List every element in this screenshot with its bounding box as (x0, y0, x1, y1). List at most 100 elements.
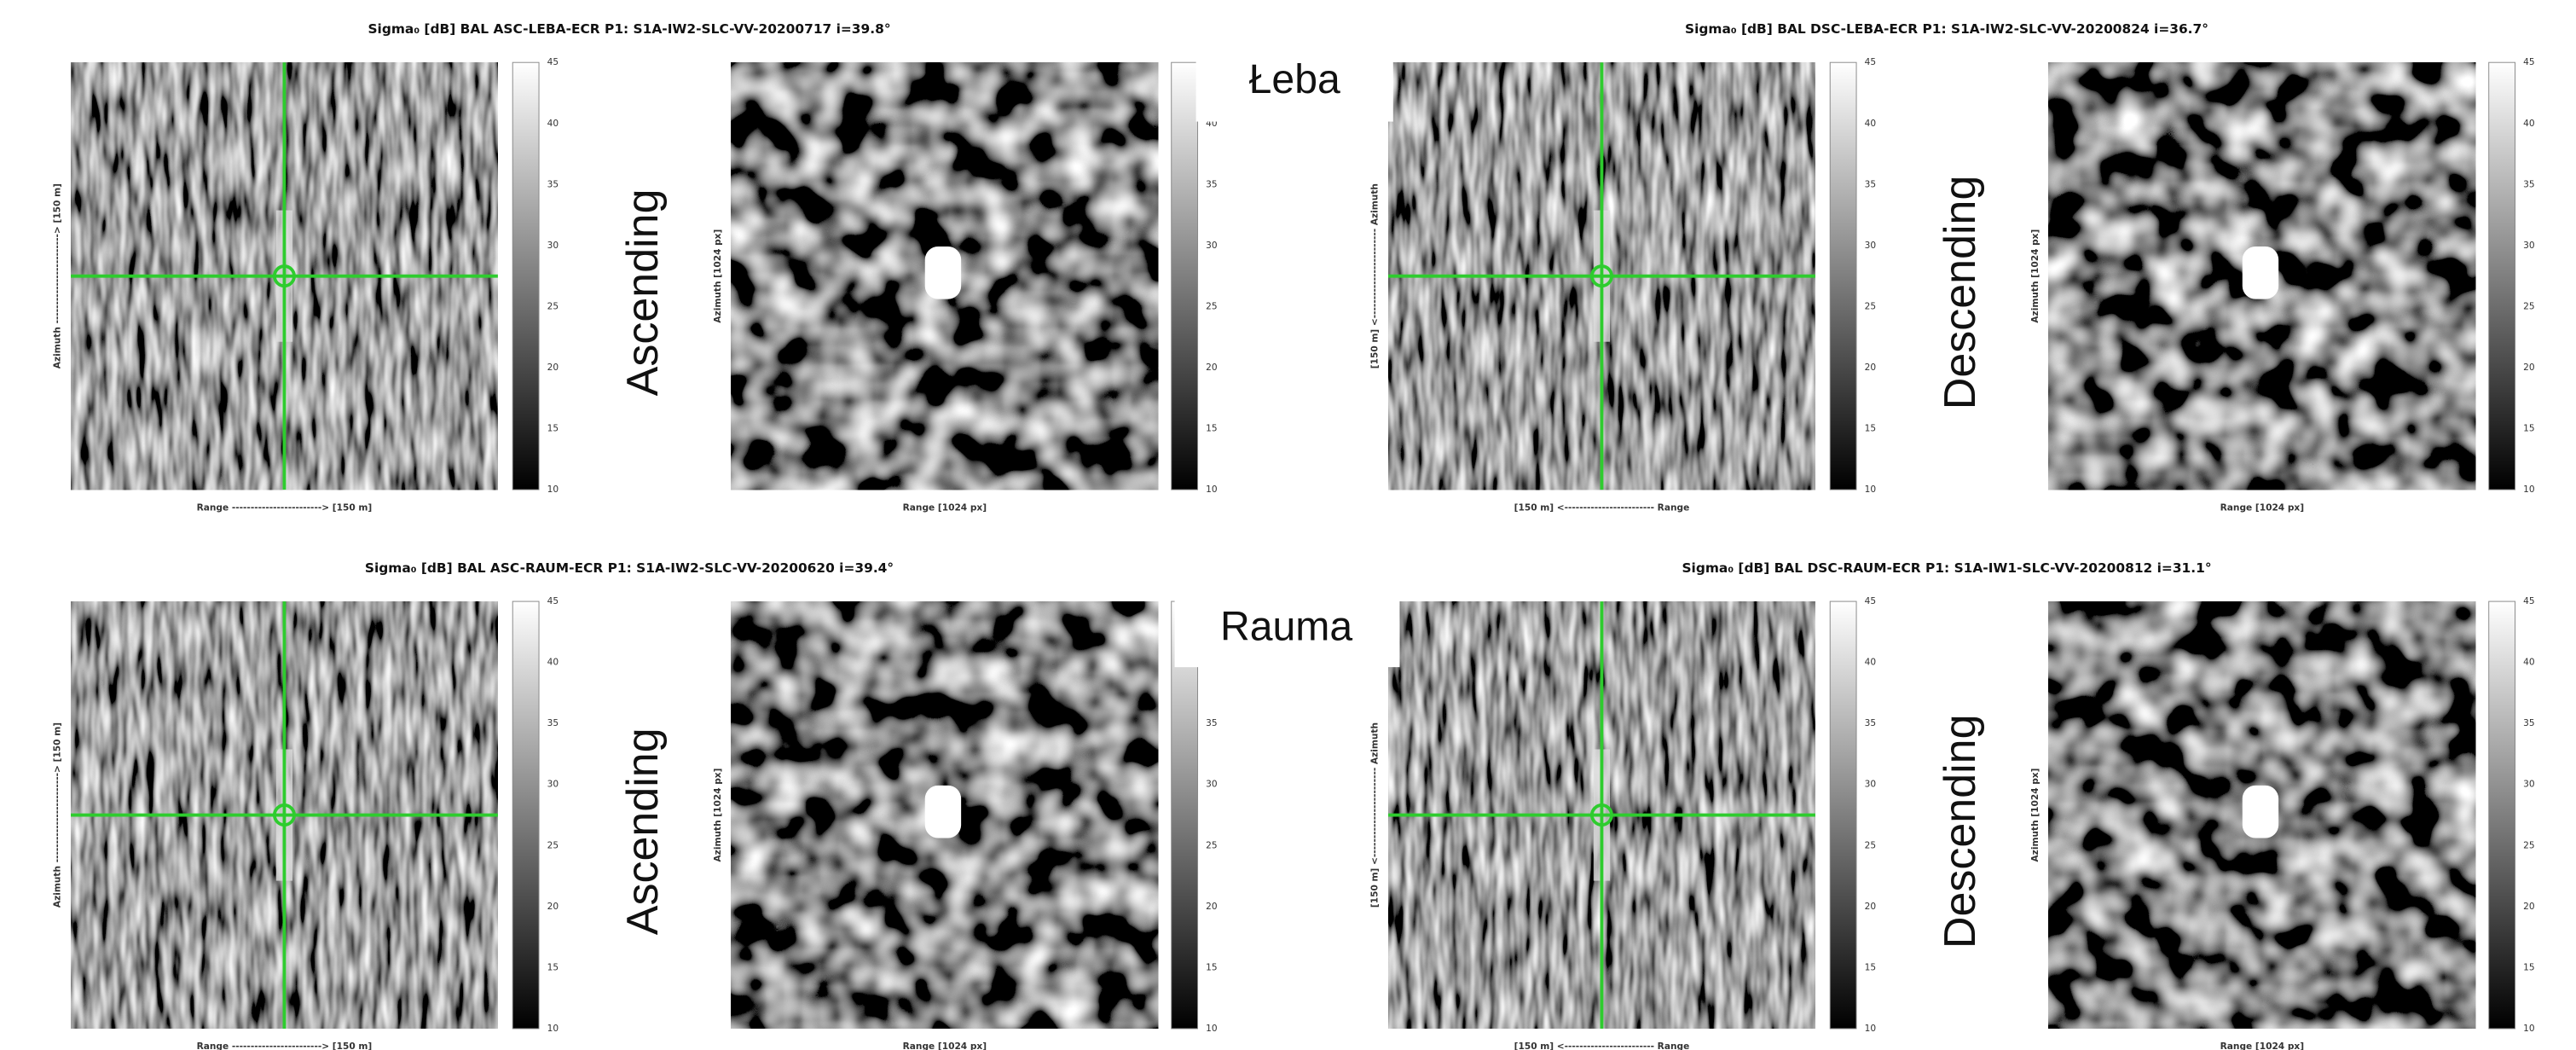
colorbar-tick-label: 20 (1206, 902, 1218, 912)
zoom-target (924, 246, 962, 299)
colorbar-tick-label: 15 (2523, 962, 2534, 972)
colorbar-tick-label: 35 (1865, 718, 1876, 728)
colorbar-tick-label: 40 (1865, 658, 1877, 668)
colorbar-tick-label: 45 (547, 57, 559, 67)
colorbar-tick-label: 25 (1865, 301, 1876, 311)
panel-title: Sigma₀ [dB] BAL ASC-LEBA-ECR P1: S1A-IW2… (368, 21, 890, 37)
colorbar-tick-label: 35 (547, 718, 559, 728)
colorbar-tick-label: 10 (1206, 1024, 1218, 1034)
colorbar-tick-label: 10 (1865, 484, 1877, 495)
site-label-box (1195, 49, 1393, 122)
colorbar-tick-label: 20 (1865, 902, 1877, 912)
colorbar-tick-label: 10 (2523, 1024, 2535, 1034)
zoom-x-axis-label: Range [1024 px] (2220, 1041, 2304, 1050)
colorbar-tick-label: 45 (1865, 57, 1876, 67)
x-axis-label: [150 m] <------------------------ Range (1514, 1041, 1690, 1050)
site-label-box (1174, 595, 1400, 668)
colorbar-tick-label: 35 (1865, 179, 1876, 189)
colorbar-tick-label: 20 (2523, 363, 2535, 373)
colorbar (1171, 600, 1199, 1030)
crosshair-ring (272, 803, 296, 827)
colorbar-tick-label: 35 (2523, 179, 2534, 189)
colorbar (1829, 61, 1857, 490)
colorbar-tick-label: 35 (1206, 179, 1217, 189)
colorbar-tick-label: 30 (1206, 241, 1218, 251)
zoom-target (2242, 785, 2279, 838)
colorbar-tick-label: 10 (2523, 484, 2535, 495)
colorbar-tick-label: 15 (547, 962, 559, 972)
colorbar-tick-label: 25 (1865, 840, 1876, 850)
colorbar-tick-label: 25 (2523, 301, 2534, 311)
colorbar-tick-label: 30 (1206, 780, 1218, 790)
zoom-x-axis-label: Range [1024 px] (903, 1041, 987, 1050)
y-axis-label: [150 m] <------------------------ Azimut… (1370, 183, 1381, 368)
y-axis-label: Azimuth ------------------------> [150 m… (53, 183, 63, 368)
colorbar-tick-label: 10 (547, 1024, 559, 1034)
colorbar-tick-label: 30 (2523, 780, 2535, 790)
colorbar-tick-label: 35 (2523, 718, 2534, 728)
panel-title: Sigma₀ [dB] BAL DSC-LEBA-ECR P1: S1A-IW2… (1685, 21, 2208, 37)
site-label: Rauma (1220, 604, 1352, 650)
zoom-target (924, 785, 962, 838)
colorbar-tick-label: 30 (547, 780, 559, 790)
crosshair-ring (272, 264, 296, 288)
orientation-label: Ascending (618, 189, 668, 396)
colorbar-tick-label: 15 (2523, 424, 2534, 434)
colorbar-tick-label: 10 (1206, 484, 1218, 495)
colorbar-tick-label: 45 (2523, 57, 2534, 67)
colorbar-tick-label: 40 (2523, 658, 2535, 668)
zoom-x-axis-label: Range [1024 px] (903, 502, 987, 513)
colorbar (2488, 61, 2516, 490)
colorbar-tick-label: 35 (547, 179, 559, 189)
y-axis-label: Azimuth ------------------------> [150 m… (53, 722, 63, 908)
y-axis-label: [150 m] <------------------------ Azimut… (1370, 722, 1381, 908)
zoom-y-axis-label: Azimuth [1024 px] (713, 229, 723, 323)
orientation-label: Descending (1936, 176, 1985, 410)
colorbar-tick-label: 20 (547, 902, 559, 912)
colorbar-tick-label: 10 (1865, 1024, 1877, 1034)
colorbar-tick-label: 25 (547, 301, 559, 311)
zoom-y-axis-label: Azimuth [1024 px] (713, 769, 723, 862)
x-axis-label: Range ------------------------> [150 m] (197, 1041, 373, 1050)
colorbar-tick-label: 20 (1865, 363, 1877, 373)
colorbar-tick-label: 30 (547, 241, 559, 251)
colorbar-tick-label: 15 (1206, 962, 1217, 972)
colorbar (2488, 600, 2516, 1030)
colorbar-tick-label: 40 (547, 119, 559, 129)
colorbar-tick-label: 40 (547, 658, 559, 668)
panel-title: Sigma₀ [dB] BAL DSC-RAUM-ECR P1: S1A-IW1… (1682, 560, 2211, 576)
colorbar-tick-label: 45 (1865, 596, 1876, 606)
colorbar (1171, 61, 1199, 490)
colorbar-tick-label: 20 (2523, 902, 2535, 912)
colorbar (512, 61, 540, 490)
colorbar-tick-label: 35 (1206, 718, 1217, 728)
colorbar-tick-label: 15 (1206, 424, 1217, 434)
zoom-x-axis-label: Range [1024 px] (2220, 502, 2304, 513)
colorbar-tick-label: 40 (1865, 119, 1877, 129)
colorbar-tick-label: 20 (1206, 363, 1218, 373)
colorbar-tick-label: 40 (2523, 119, 2535, 129)
crosshair-ring (1589, 803, 1613, 827)
colorbar-tick-label: 15 (1865, 962, 1876, 972)
x-axis-label: Range ------------------------> [150 m] (197, 502, 373, 513)
zoom-target (2242, 246, 2279, 299)
colorbar-tick-label: 45 (2523, 596, 2534, 606)
colorbar (1829, 600, 1857, 1030)
colorbar-tick-label: 25 (547, 840, 559, 850)
colorbar-tick-label: 15 (547, 424, 559, 434)
colorbar-tick-label: 30 (2523, 241, 2535, 251)
colorbar-tick-label: 15 (1865, 424, 1876, 434)
colorbar-tick-label: 40 (1206, 119, 1218, 129)
panel-title: Sigma₀ [dB] BAL ASC-RAUM-ECR P1: S1A-IW2… (365, 560, 894, 576)
zoom-y-axis-label: Azimuth [1024 px] (2030, 769, 2041, 862)
colorbar-tick-label: 30 (1865, 241, 1877, 251)
orientation-label: Ascending (618, 728, 668, 935)
orientation-label: Descending (1936, 714, 1985, 948)
colorbar-tick-label: 25 (1206, 301, 1217, 311)
colorbar-tick-label: 45 (547, 596, 559, 606)
colorbar-tick-label: 20 (547, 363, 559, 373)
colorbar (512, 600, 540, 1030)
colorbar-tick-label: 10 (547, 484, 559, 495)
